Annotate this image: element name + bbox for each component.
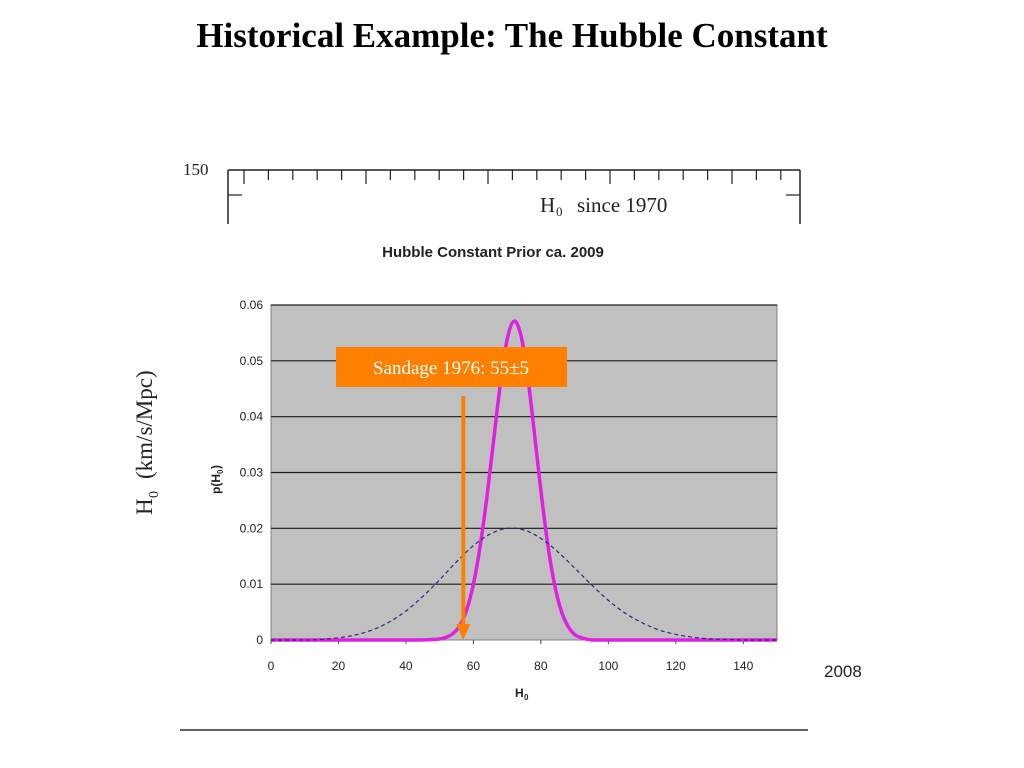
- y-axis-label-suffix: ): [209, 465, 223, 469]
- y-tick-label: 0.04: [240, 410, 264, 424]
- x-tick-label: 140: [733, 659, 753, 673]
- x-axis-label-subscript: 0: [524, 693, 529, 702]
- y-tick-label: 0.01: [240, 577, 264, 591]
- x-axis-ticks: 0 20 40 60 80 100 120 140: [268, 640, 754, 673]
- y-axis-ticks: 0 0.01 0.02 0.03 0.04 0.05 0.06: [240, 298, 264, 647]
- x-tick-label: 20: [332, 659, 346, 673]
- background-ylabel-subscript: 0: [147, 491, 162, 498]
- background-partial-tick-label: 2008: [824, 662, 862, 681]
- x-tick-label: 60: [467, 659, 481, 673]
- annotation-arrow-head: [456, 624, 471, 640]
- background-y-tick-label: 150: [183, 160, 209, 179]
- background-plot-ticks: [228, 170, 800, 196]
- background-inset-label: H 0 since 1970: [540, 193, 667, 219]
- annotation-text: Sandage 1976: 55±5: [373, 358, 529, 379]
- background-ylabel-symbol: H: [132, 498, 157, 515]
- y-tick-label: 0.03: [240, 466, 264, 480]
- sandage-annotation: Sandage 1976: 55±5: [336, 347, 567, 640]
- background-ylabel-units: (km/s/Mpc): [132, 370, 157, 479]
- series-line-dashed: [270, 527, 777, 641]
- x-tick-label: 0: [268, 659, 275, 673]
- background-y-axis-label: H 0 (km/s/Mpc): [132, 370, 162, 515]
- series-layer: [270, 319, 777, 642]
- x-tick-label: 40: [399, 659, 413, 673]
- y-tick-label: 0: [256, 633, 263, 647]
- series-line-solid: [270, 319, 777, 642]
- annotation-box: [336, 347, 567, 387]
- x-axis-label-symbol: H: [515, 686, 524, 700]
- y-axis-label-subscript: 0: [216, 469, 225, 474]
- background-inset-symbol: H: [540, 193, 555, 217]
- x-tick-label: 80: [534, 659, 548, 673]
- background-inset-text: since 1970: [577, 193, 667, 217]
- slide-title: Historical Example: The Hubble Constant: [196, 16, 828, 55]
- x-axis-label: H 0: [515, 686, 529, 702]
- chart-title: Hubble Constant Prior ca. 2009: [382, 244, 604, 261]
- background-inset-subscript: 0: [556, 204, 563, 219]
- y-tick-label: 0.05: [240, 354, 264, 368]
- y-tick-label: 0.02: [240, 521, 264, 535]
- x-tick-label: 120: [666, 659, 686, 673]
- y-tick-label: 0.06: [240, 298, 264, 312]
- y-axis-label: p(H 0 ): [209, 465, 225, 494]
- y-axis-label-text: p(H: [209, 474, 223, 494]
- background-plot: 150 H 0 since 1970 H 0 (km/s/Mpc) 2008: [132, 160, 862, 731]
- x-tick-label: 100: [598, 659, 618, 673]
